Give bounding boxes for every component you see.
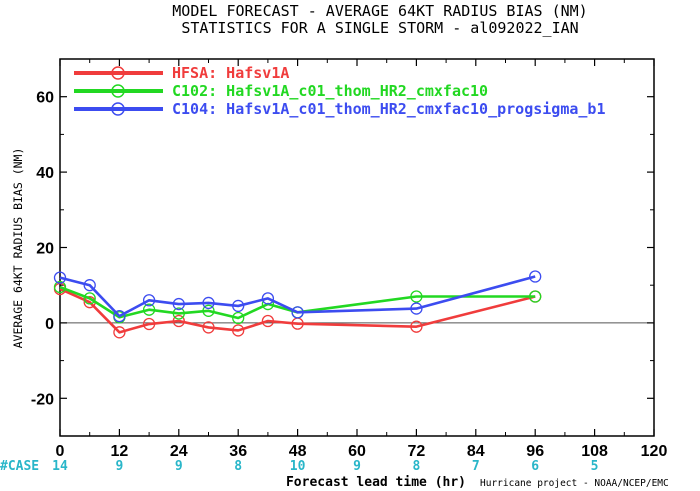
series-line-3 [59,275,536,318]
case-count: 8 [412,459,420,474]
series-3-marker [83,279,96,292]
case-count: 9 [353,459,361,474]
x-tick-label: 60 [348,443,366,460]
series-3-marker [232,299,245,313]
x-tick-label: 84 [467,443,485,460]
x-tick-label: 120 [641,443,668,460]
series-3-marker [113,309,126,323]
series-2-marker [232,311,245,325]
series-2-marker [53,280,67,294]
series-2-marker [142,303,156,316]
case-count: 8 [234,459,242,474]
credit-text: Hurricane project - NOAA/NCEP/EMC [480,478,669,489]
x-tick-label: 12 [111,443,129,460]
chart-subtitle: STATISTICS FOR A SINGLE STORM - al092022… [181,19,578,37]
series-1-marker [232,324,245,337]
case-label: #CASE [0,459,39,474]
series-2-marker [172,307,185,320]
x-tick-label: 108 [581,443,608,460]
series-layer [53,270,542,339]
case-count: 7 [472,459,480,474]
x-axis-label: Forecast lead time (hr) [286,475,466,490]
legend-marker-1 [111,66,125,80]
y-axis: -20 0 20 40 60 [31,58,654,437]
series-2-marker [529,290,542,303]
x-tick-label: 96 [526,443,544,460]
y-tick-label: -20 [31,391,54,408]
case-count: 9 [115,459,123,474]
x-tick-label: 36 [229,443,247,460]
series-1-marker [410,320,423,333]
x-axis: 0 12 24 36 48 60 72 84 96 108 120 [56,59,668,460]
case-count: 6 [531,459,539,474]
legend-label-1: HFSA: Hafsv1A [172,64,289,82]
case-count-row: 14 9 9 8 10 9 8 7 6 5 [52,459,598,474]
y-tick-label: 0 [45,316,54,333]
series-3-marker [529,270,542,283]
x-tick-label: 0 [56,443,65,460]
chart-title: MODEL FORECAST - AVERAGE 64KT RADIUS BIA… [172,2,587,20]
case-count: 9 [175,459,183,474]
series-2-marker [410,290,423,303]
series-1-marker [172,314,185,328]
case-count: 14 [52,459,68,474]
x-tick-label: 24 [170,443,188,460]
y-tick-label: 40 [36,165,54,182]
x-tick-label: 48 [289,443,307,460]
legend-marker-2 [111,84,125,98]
y-tick-label: 20 [36,241,54,258]
series-3-marker [410,302,423,315]
series-2-marker [202,304,215,317]
x-tick-label: 72 [408,443,426,460]
series-3-marker [53,271,67,284]
legend-label-2: C102: Hafsv1A_c01_thom_HR2_cmxfac10 [172,82,488,100]
legend-label-3: C104: Hafsv1A_c01_thom_HR2_cmxfac10_prog… [172,100,605,118]
y-axis-label: AVERAGE 64KT RADIUS BIAS (NM) [11,148,25,349]
case-count: 5 [591,459,599,474]
series-2-marker [83,292,96,305]
legend-marker-3 [111,102,125,116]
series-3-marker [142,294,156,307]
y-tick-label: 60 [36,90,54,107]
series-3-marker [172,297,185,311]
case-count: 10 [290,459,306,474]
series-line-1 [59,287,536,334]
series-3-marker [202,296,215,310]
series-3-marker [291,306,304,319]
series-3-marker [261,292,275,305]
series-1-marker [142,317,156,331]
series-1-marker [202,321,215,334]
series-1-marker [113,326,126,339]
series-1-marker [261,314,275,328]
series-line-2 [59,285,536,320]
